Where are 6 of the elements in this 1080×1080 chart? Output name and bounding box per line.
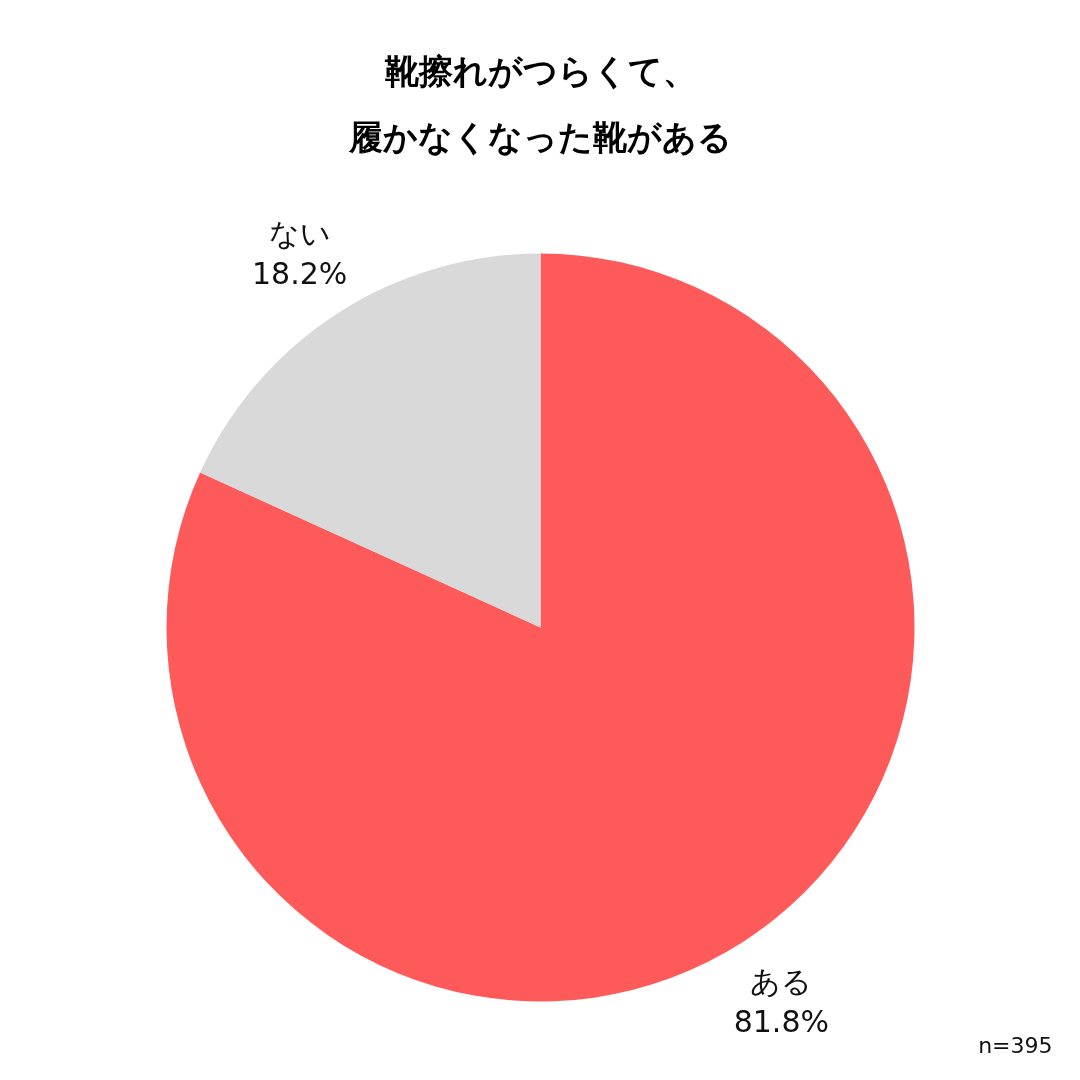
data-label: 81.8% bbox=[733, 1004, 829, 1040]
data-label: 18.2% bbox=[252, 255, 348, 291]
text: n=395 bbox=[978, 1033, 1053, 1058]
slice-label: ない bbox=[268, 215, 331, 251]
slice-label: ある bbox=[750, 964, 813, 1000]
chart-title: 靴擦れがつらくて、履かなくなった靴がある bbox=[348, 50, 732, 157]
